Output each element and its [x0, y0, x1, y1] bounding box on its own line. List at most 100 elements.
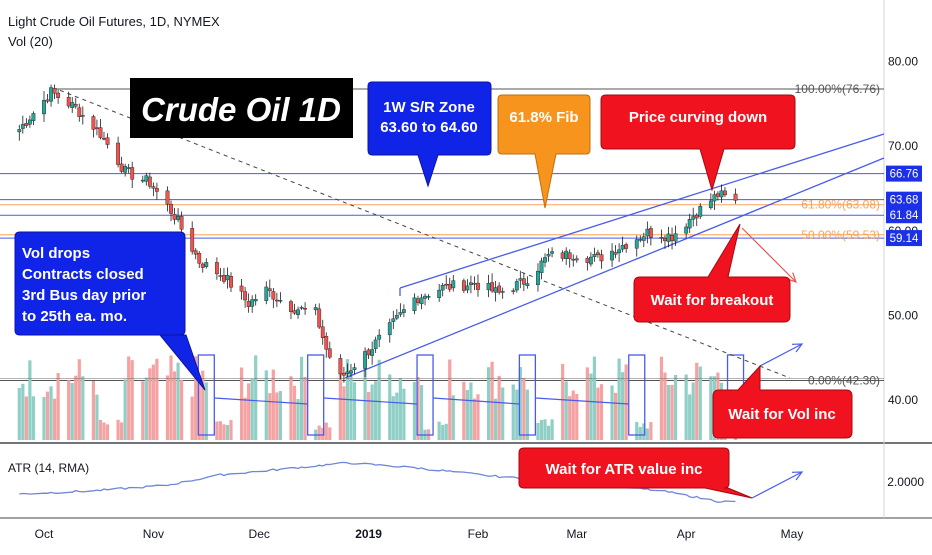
wait-atr-bubble[interactable]	[518, 447, 753, 499]
sr-zone-bubble[interactable]	[367, 81, 492, 188]
candle-body	[634, 239, 639, 249]
breakout-arrow-shaft	[741, 227, 797, 283]
title-box-text[interactable]: Crude Oil 1D	[141, 91, 341, 128]
atr-tick-0: 2.0000	[887, 475, 924, 489]
volume-bar	[98, 419, 103, 440]
volume-bar	[303, 376, 307, 440]
volume-bar	[564, 381, 568, 440]
wait-atr-text[interactable]: Wait for ATR value inc	[546, 461, 703, 478]
volume-bar	[684, 374, 688, 440]
vol-drops-bubble[interactable]	[14, 231, 206, 391]
vol-drops-line1[interactable]: Vol drops	[22, 245, 90, 262]
candle-body	[289, 301, 293, 312]
vol-drops-line4[interactable]: to 25th ea. mo.	[22, 308, 127, 325]
candle-body	[73, 103, 78, 107]
volume-bar	[568, 396, 572, 440]
time-tick-3: 2019	[355, 527, 382, 541]
volume-bar	[52, 398, 57, 440]
candle-body	[176, 216, 180, 220]
wait-breakout-bubble[interactable]	[633, 223, 791, 323]
volume-bar	[176, 362, 180, 440]
candle-body	[500, 291, 505, 293]
title-box-bg[interactable]	[130, 78, 353, 138]
volume-bar	[709, 376, 713, 440]
candle-body	[303, 308, 307, 310]
candle-body	[179, 216, 184, 230]
vol-drops-line3[interactable]: 3rd Bus day prior	[22, 287, 146, 304]
time-tick-4: Feb	[468, 527, 489, 541]
volume-bar	[123, 379, 127, 440]
candle-body	[451, 280, 456, 289]
fib-callout-bubble[interactable]	[497, 94, 591, 209]
volume-bar	[592, 356, 597, 440]
wait-vol-text[interactable]: Wait for Vol inc	[728, 406, 836, 423]
candle-body	[197, 253, 202, 264]
candle-body	[338, 358, 343, 375]
volume-bar	[225, 425, 230, 440]
candle-body	[24, 122, 29, 126]
candle-body	[349, 370, 353, 374]
channel-lower-line	[344, 157, 885, 379]
volume-bar	[589, 373, 593, 440]
volume-bar	[201, 370, 205, 440]
candle-body	[292, 310, 297, 314]
candle-body	[560, 252, 565, 259]
price-curving-bubble[interactable]	[600, 94, 796, 192]
fib-callout-text[interactable]: 61.8% Fib	[509, 109, 578, 126]
volume-bar	[120, 422, 124, 440]
volume-bar	[105, 424, 110, 440]
candle-body	[469, 282, 473, 286]
candle-body	[539, 260, 544, 274]
candle-body	[66, 96, 71, 107]
sr-zone-line1[interactable]: 1W S/R Zone	[383, 99, 475, 116]
candle-body	[536, 270, 540, 286]
volume-bar	[575, 393, 579, 440]
wait-vol-bubble[interactable]	[712, 364, 853, 439]
volume-bar	[17, 387, 21, 440]
volume-bar	[416, 377, 420, 440]
candle-body	[17, 129, 22, 133]
volume-bar	[81, 376, 85, 440]
price-curving-text[interactable]: Price curving down	[629, 109, 767, 126]
volume-bar	[271, 369, 275, 440]
volume-bar	[155, 358, 159, 440]
price-tag-bg-3	[886, 230, 922, 247]
candle-body	[130, 167, 135, 180]
candle-body	[423, 295, 427, 299]
volume-drop-link-1	[323, 397, 418, 405]
volume-bar	[561, 363, 565, 440]
wait-breakout-text[interactable]: Wait for breakout	[651, 292, 774, 309]
volume-bar	[610, 385, 614, 440]
volume-bar	[501, 387, 505, 440]
volume-bar	[451, 395, 455, 440]
volume-bar	[490, 361, 494, 440]
candle-body	[239, 285, 244, 292]
sr-zone-line2[interactable]: 63.60 to 64.60	[380, 119, 478, 136]
volume-bar	[130, 360, 134, 440]
atr-indicator-label[interactable]: ATR (14, RMA)	[8, 461, 90, 475]
candle-body	[147, 176, 152, 187]
candle-body	[476, 282, 480, 290]
candle-body	[412, 297, 417, 311]
volume-bar	[388, 374, 392, 440]
volume-indicator-label[interactable]: Vol (20)	[8, 34, 53, 49]
volume-bar	[441, 424, 445, 440]
symbol-title[interactable]: Light Crude Oil Futures, 1D, NYMEX	[8, 14, 220, 29]
price-tag-bg-2	[886, 207, 922, 224]
price-tag-text-3: 59.14	[890, 233, 919, 245]
volume-bar	[543, 419, 547, 440]
volume-bar	[239, 367, 244, 440]
candle-body	[95, 127, 99, 129]
candle-body	[77, 107, 82, 117]
volume-bar	[649, 422, 653, 440]
candle-body	[313, 307, 318, 311]
candle-body	[20, 124, 25, 129]
candle-body	[320, 326, 325, 339]
volume-bar	[148, 368, 152, 440]
candle-body	[299, 307, 304, 309]
candle-body	[151, 186, 156, 189]
vol-drops-line2[interactable]: Contracts closed	[22, 266, 144, 283]
title-box: Crude Oil 1D	[130, 78, 353, 138]
